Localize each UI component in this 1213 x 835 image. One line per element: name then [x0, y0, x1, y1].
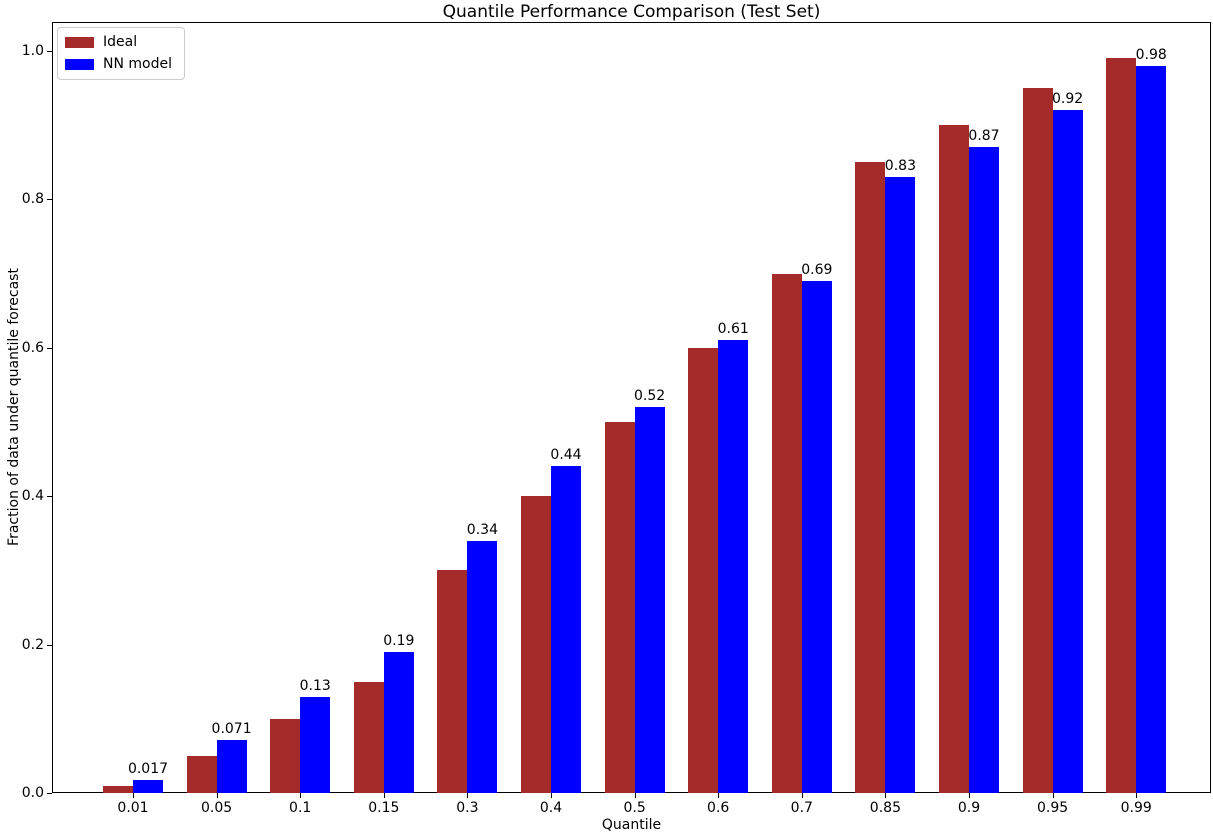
- bar-value-label: 0.13: [299, 677, 331, 694]
- legend-item-ideal: Ideal: [65, 34, 174, 51]
- bar-ideal: [353, 681, 384, 793]
- y-tick-label: 0.6: [21, 339, 44, 356]
- x-tick-label: 0.9: [957, 800, 981, 816]
- x-tick-mark: [383, 793, 385, 798]
- bar-ideal: [1106, 58, 1137, 793]
- bar-nn-model: [1052, 110, 1083, 793]
- legend-item-nn-model: NN model: [65, 56, 174, 73]
- legend-swatch-nn-model: [65, 59, 94, 70]
- bar-ideal: [270, 718, 301, 793]
- chart-title: Quantile Performance Comparison (Test Se…: [442, 2, 821, 22]
- x-tick-mark: [133, 793, 134, 798]
- bar-value-label: 0.34: [466, 521, 498, 538]
- bar-ideal: [521, 496, 551, 793]
- bar-ideal: [604, 421, 635, 793]
- bar-nn-model: [718, 340, 749, 793]
- y-tick-mark: [47, 347, 52, 349]
- bar-value-label: 0.69: [801, 261, 833, 278]
- x-tick-mark: [801, 793, 803, 798]
- x-tick-mark: [634, 793, 636, 798]
- y-tick-label: 0.0: [21, 785, 44, 801]
- bar-ideal: [437, 570, 468, 793]
- bar-nn-model: [885, 177, 916, 793]
- bar-nn-model: [133, 780, 163, 793]
- x-tick-mark: [1136, 793, 1138, 798]
- x-tick-mark: [467, 793, 469, 798]
- legend-label-nn-model: NN model: [103, 56, 172, 72]
- y-tick-mark: [47, 496, 52, 498]
- x-axis-label: Quantile: [601, 817, 662, 833]
- bar-value-label: 0.83: [884, 158, 916, 175]
- x-tick-mark: [718, 793, 720, 798]
- bar-ideal: [939, 125, 969, 793]
- x-tick-label: 0.6: [707, 800, 730, 816]
- bar-ideal: [1022, 88, 1053, 793]
- x-tick-label: 0.01: [117, 800, 149, 816]
- bar-nn-model: [383, 652, 414, 793]
- x-tick-mark: [300, 793, 302, 798]
- bar-nn-model: [551, 466, 581, 793]
- x-tick-mark: [216, 793, 218, 798]
- bar-ideal: [771, 273, 802, 793]
- bar-value-label: 0.98: [1135, 46, 1167, 63]
- bar-nn-model: [634, 407, 665, 793]
- bar-ideal: [186, 755, 217, 793]
- bar-value-label: 0.92: [1052, 91, 1084, 108]
- y-tick-label: 1.0: [21, 42, 44, 59]
- y-tick-mark: [47, 199, 52, 201]
- y-tick-mark: [47, 793, 52, 794]
- x-tick-mark: [885, 793, 887, 798]
- legend-swatch-ideal: [65, 37, 94, 48]
- x-tick-label: 0.95: [1037, 800, 1069, 816]
- y-tick-mark: [47, 644, 52, 646]
- y-tick-label: 0.2: [21, 636, 44, 653]
- bar-value-label: 0.19: [383, 633, 415, 649]
- bar-nn-model: [969, 147, 999, 793]
- bar-ideal: [688, 347, 719, 793]
- x-tick-label: 0.4: [539, 800, 563, 816]
- bar-value-label: 0.071: [211, 721, 252, 738]
- bar-nn-model: [1136, 65, 1167, 793]
- bar-value-label: 0.44: [550, 447, 582, 464]
- bar-nn-model: [801, 280, 832, 793]
- x-tick-label: 0.05: [201, 800, 233, 816]
- y-axis-label: Fraction of data under quantile forecast: [6, 268, 22, 546]
- bar-value-label: 0.61: [717, 321, 749, 338]
- bar-ideal: [855, 162, 886, 793]
- bar-value-label: 0.52: [634, 388, 666, 405]
- x-tick-label: 0.99: [1120, 800, 1152, 816]
- bar-nn-model: [467, 540, 498, 793]
- x-tick-label: 0.7: [790, 800, 813, 816]
- y-tick-label: 0.8: [21, 191, 44, 208]
- legend: Ideal NN model: [57, 27, 185, 80]
- bar-ideal: [103, 785, 133, 793]
- x-tick-label: 0.3: [456, 800, 479, 816]
- y-tick-mark: [47, 50, 52, 52]
- bar-nn-model: [216, 740, 247, 793]
- bar-value-label: 0.87: [968, 128, 1000, 145]
- x-tick-mark: [1052, 793, 1054, 798]
- x-tick-mark: [969, 793, 970, 798]
- x-tick-label: 0.5: [623, 800, 646, 816]
- bar-nn-model: [300, 696, 331, 793]
- x-tick-label: 0.85: [869, 800, 901, 816]
- y-tick-label: 0.4: [21, 488, 44, 505]
- x-tick-mark: [551, 793, 552, 798]
- bar-value-label: 0.017: [127, 761, 169, 778]
- x-tick-label: 0.15: [368, 800, 400, 816]
- x-tick-label: 0.1: [289, 800, 312, 816]
- legend-label-ideal: Ideal: [103, 34, 138, 50]
